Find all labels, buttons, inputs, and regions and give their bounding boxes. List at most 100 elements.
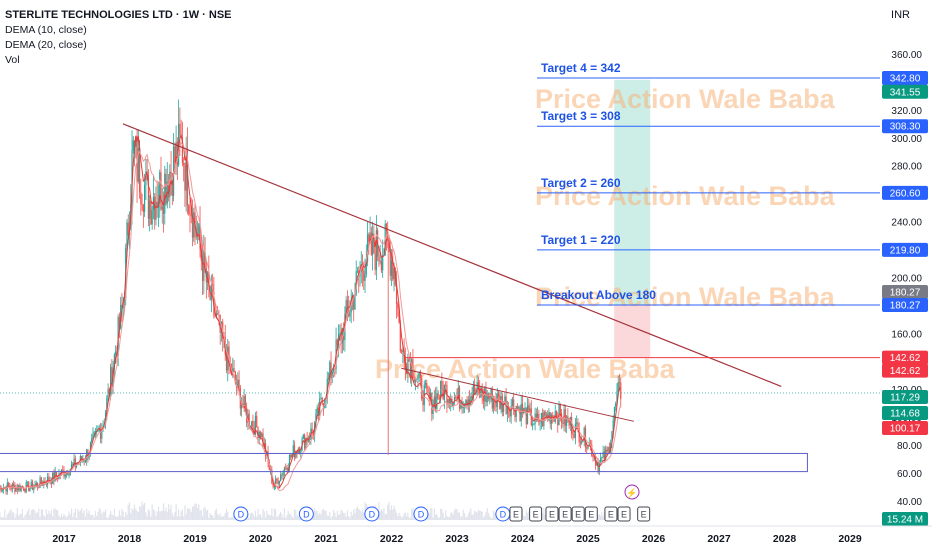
volume-bar [491, 517, 493, 520]
volume-bar [288, 513, 291, 520]
volume-bar [442, 512, 444, 520]
volume-bar [191, 506, 194, 520]
volume-bar [542, 512, 544, 520]
candle-body [465, 400, 467, 406]
main-trendline [122, 123, 782, 387]
candle-body [1, 489, 3, 492]
candle-body [345, 300, 347, 315]
candle-body [272, 483, 274, 487]
candle-body [419, 371, 422, 378]
volume-bar [526, 512, 529, 520]
currency-label: INR [891, 9, 910, 21]
price-axis[interactable]: 360.00340.00320.00300.00280.00260.00240.… [882, 50, 928, 526]
candle-body [293, 445, 296, 458]
volume-bar [38, 508, 40, 520]
volume-bar [452, 514, 454, 520]
watermark-text: Price Action Wale Baba [535, 84, 836, 114]
volume-bar [21, 509, 24, 520]
volume-bar [122, 511, 124, 520]
candle-body [159, 172, 161, 203]
candle-body [572, 434, 574, 435]
volume-bar [175, 503, 177, 520]
candle-body [615, 403, 617, 407]
volume-bar [268, 515, 270, 520]
volume-bar [183, 516, 185, 520]
volume-bar [384, 513, 386, 520]
volume-bar [174, 511, 176, 520]
price-tag-text: 142.62 [890, 366, 921, 377]
volume-bar [351, 515, 354, 520]
volume-bar [283, 508, 286, 520]
candle-body [35, 482, 37, 485]
candle-body [155, 201, 157, 220]
dema20-legend[interactable]: DEMA (20, close) [5, 39, 87, 51]
candle-body [194, 212, 196, 228]
volume-bar [147, 509, 149, 520]
volume-bar [456, 509, 458, 520]
x-tick-label: 2021 [314, 533, 338, 545]
volume-bar [213, 517, 215, 520]
candle-body [456, 397, 458, 399]
candle-body [89, 442, 92, 454]
candle-body [206, 271, 209, 283]
candle-body [179, 123, 181, 135]
candle-body [538, 413, 540, 423]
candle-body [581, 441, 583, 444]
volume-bar [360, 511, 362, 520]
price-tag-text: 342.80 [890, 74, 921, 85]
candle-body [15, 486, 17, 492]
volume-bar [267, 514, 269, 520]
volume-bar [69, 514, 71, 520]
candle-body [565, 416, 568, 426]
candle-body [504, 396, 506, 404]
volume-bar [359, 509, 361, 520]
candle-body [395, 285, 398, 304]
candle-body [81, 455, 83, 462]
candle-body [330, 362, 332, 378]
candle-body [165, 173, 167, 204]
volume-bar [598, 514, 600, 520]
candle-body [340, 332, 342, 344]
volume-bar [102, 511, 104, 520]
volume-bar [193, 506, 195, 520]
candle-body [458, 387, 461, 409]
candle-body [516, 406, 519, 409]
volume-bar [403, 513, 405, 520]
price-tag: 15.24 M [882, 512, 928, 526]
price-tag-text: 180.27 [890, 288, 921, 299]
volume-bar [495, 516, 497, 520]
volume-bar [319, 512, 321, 520]
volume-bar [321, 510, 323, 520]
volume-bar [315, 510, 317, 520]
volume-bar [121, 509, 123, 520]
volume-bar [479, 510, 481, 520]
event-markers: D D D D D E E E E E E E E E⚡ [233, 484, 651, 522]
volume-bar [395, 512, 398, 520]
volume-bar [75, 517, 78, 520]
volume-bar [413, 516, 415, 520]
volume-bar [159, 511, 161, 520]
volume-legend[interactable]: Vol [5, 54, 20, 66]
volume-bar [332, 510, 335, 520]
volume-bar [428, 513, 430, 520]
volume-bar [64, 515, 66, 520]
volume-bar [457, 512, 459, 520]
candle-body [568, 419, 570, 426]
volume-bar [171, 513, 173, 520]
volume-bar [378, 502, 380, 520]
volume-bar [463, 512, 466, 520]
volume-bar [314, 508, 316, 520]
dema10-legend[interactable]: DEMA (10, close) [5, 24, 87, 36]
volume-bar [490, 517, 492, 520]
y-tick-label: 280.00 [891, 162, 922, 173]
volume-bar [356, 506, 359, 520]
volume-bar [4, 509, 6, 520]
volume-bar [248, 517, 250, 520]
candle-body [452, 402, 454, 407]
candle-body [476, 381, 478, 392]
candle-body [291, 453, 293, 458]
price-tag-text: 260.60 [890, 188, 921, 199]
time-axis[interactable]: 2017 2018 2019 2020 2021 2022 2023 2024 2025 2026… [0, 525, 932, 545]
symbol-title[interactable]: STERLITE TECHNOLOGIES LTD · 1W · NSE [5, 9, 232, 21]
